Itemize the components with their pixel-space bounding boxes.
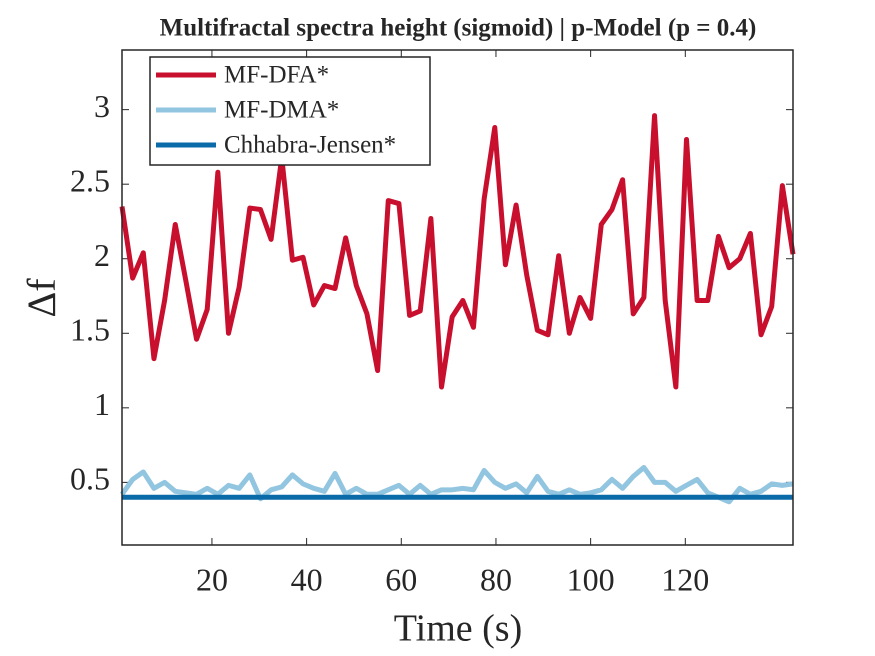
chart-title: Multifractal spectra height (sigmoid) | …: [160, 15, 757, 42]
series-line: [119, 113, 796, 390]
x-tick-label: 80: [480, 561, 512, 597]
y-tick-label: 2.5: [70, 163, 110, 199]
x-tick-label: 60: [385, 561, 417, 597]
legend-label: MF-DMA*: [224, 97, 339, 124]
axes-box: [121, 49, 794, 546]
y-tick-label: 2: [94, 237, 110, 273]
legend-label: Chhabra-Jensen*: [224, 132, 396, 159]
x-tick-label: 40: [291, 561, 323, 597]
x-axis-label: Time (s): [394, 608, 522, 650]
x-tick-label: 20: [196, 561, 228, 597]
y-tick-label: 1.5: [70, 312, 110, 348]
legend-label: MF-DFA*: [224, 62, 329, 89]
y-axis-label: Δf: [19, 278, 64, 318]
y-tick-label: 1: [94, 386, 110, 422]
series-line: [119, 464, 794, 505]
y-tick-label: 0.5: [70, 461, 110, 497]
y-tick-label: 3: [94, 88, 110, 124]
x-tick-label: 100: [567, 561, 615, 597]
x-tick-label: 120: [661, 561, 709, 597]
